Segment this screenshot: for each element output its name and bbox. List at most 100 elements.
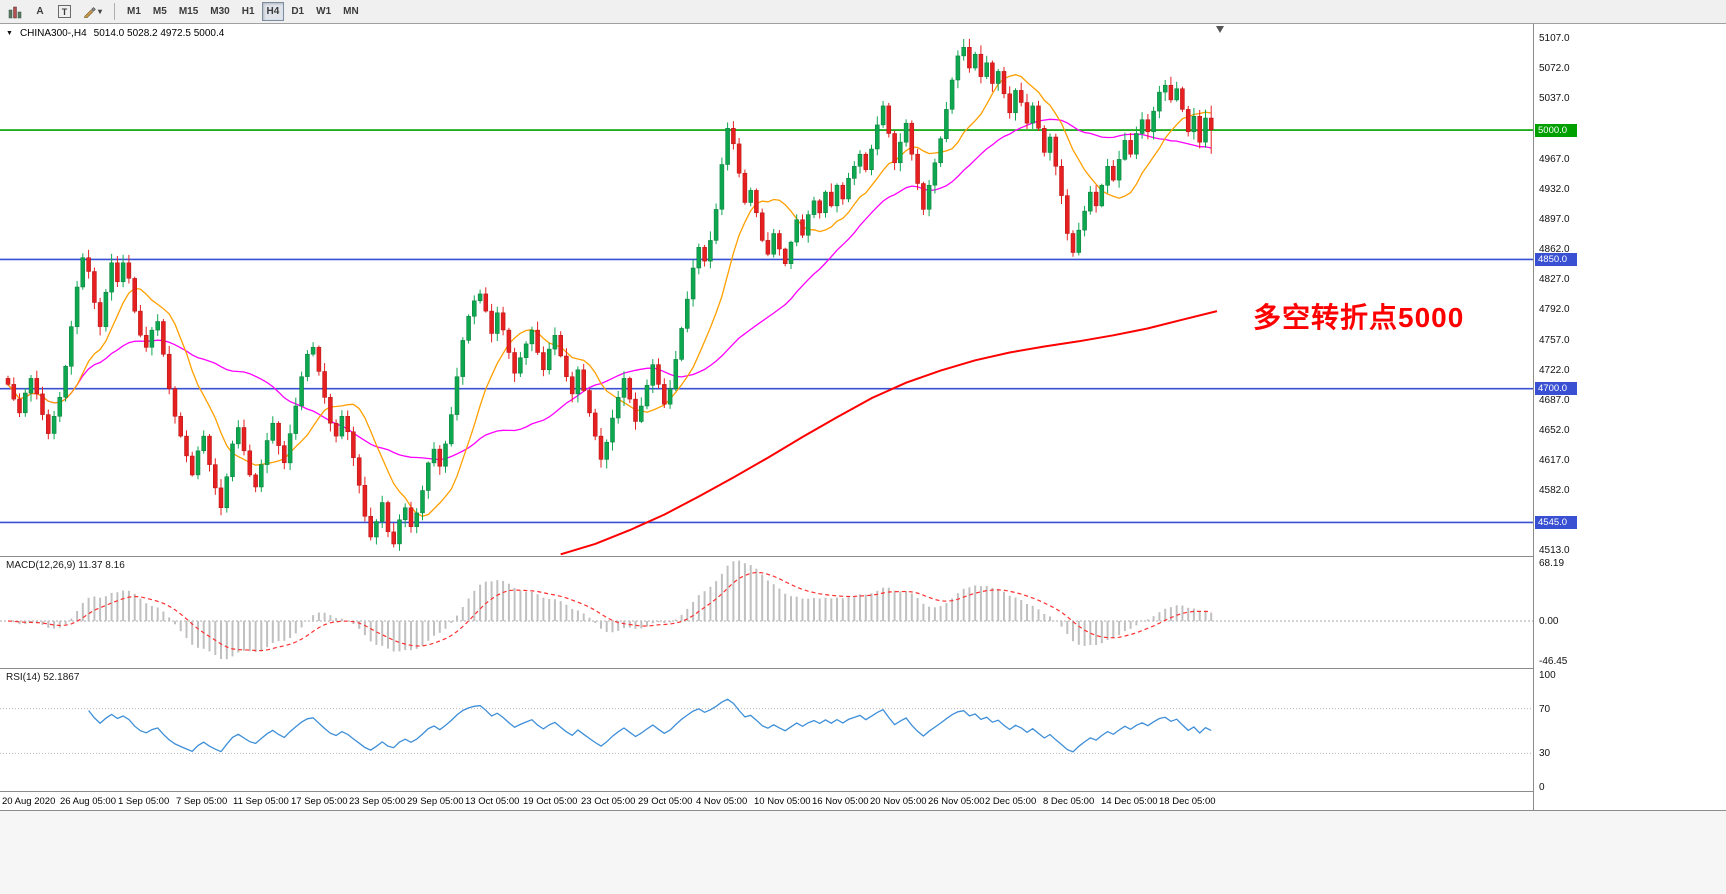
symbol-label: CHINA300-,H4 [19,28,87,39]
time-axis-label: 16 Nov 05:00 [812,796,869,807]
candle [748,190,753,203]
symbol-dropdown-icon[interactable]: ▼ [6,30,13,37]
candle [287,433,293,464]
candle [1007,93,1012,114]
timeframe-m1-button[interactable]: M1 [122,2,146,21]
candle [207,435,212,465]
candle [241,427,247,452]
price-tick-label: 4722.0 [1539,365,1570,376]
candle [857,153,863,167]
candle [379,502,385,522]
price-tick-label: 4932.0 [1539,184,1570,195]
time-axis-label: 23 Oct 05:00 [581,796,636,807]
text-label-button[interactable]: A [29,2,51,21]
timeframe-mn-button[interactable]: MN [338,2,364,21]
candle [817,200,822,214]
candle [34,378,40,395]
rsi-axis-label: 30 [1539,748,1551,759]
time-axis-label: 20 Nov 05:00 [870,796,927,807]
candle [92,271,97,303]
candle [662,384,667,405]
price-tick-label: 4897.0 [1539,214,1570,225]
price-tick-label: 5107.0 [1539,33,1570,44]
price-tick-label: 4757.0 [1539,335,1570,346]
candle [51,416,57,434]
macd-panel-plot[interactable] [0,557,1533,668]
macd-signal-line [7,571,1212,652]
time-axis[interactable]: 20 Aug 2020 26 Aug 05:00 1 Sep 05:00 7 Sep … [0,792,1533,810]
candle [253,474,258,488]
timeframe-m15-button[interactable]: M15 [174,2,203,21]
candle [800,219,805,236]
timeframe-m5-button[interactable]: M5 [148,2,172,21]
candle [742,172,748,203]
rsi-axis-label: 70 [1539,704,1551,715]
candle [794,219,799,243]
candle [115,262,120,283]
candle [138,310,143,336]
chart-shift-marker[interactable] [1216,26,1224,33]
candle [967,47,972,69]
candle [126,262,132,279]
mid-ma-line [7,118,1212,461]
timeframe-h1-button[interactable]: H1 [237,2,260,21]
candle [195,450,201,476]
rsi-panel-plot[interactable] [0,669,1533,791]
candle [339,416,345,437]
price-tick-label: 4617.0 [1539,455,1570,466]
candle [1024,102,1030,124]
time-axis-label: 29 Oct 05:00 [638,796,693,807]
text-box-button[interactable]: T [53,2,76,21]
candle [639,405,644,422]
candle [385,502,391,533]
candle [1162,84,1168,93]
candle [1208,117,1214,130]
candle [189,455,195,476]
candle [1070,233,1076,253]
fast-ma-line [7,74,1212,517]
main-chart-plot[interactable] [0,24,1533,556]
chart-bars-icon [8,6,22,18]
candle [431,448,437,464]
candle [356,457,362,486]
macd-axis-label: -46.45 [1539,656,1568,667]
candle [391,531,396,545]
candle [1134,133,1139,155]
price-tick-label: 4582.0 [1539,485,1570,496]
candle [518,357,523,374]
candle [483,293,489,312]
price-axis[interactable]: 5107.0 5072.0 5037.0 4967.0 4932.0 4897.0 4862… [1533,24,1726,810]
candle [1093,191,1099,207]
candle [915,153,920,184]
candle [546,348,552,371]
candle [1116,159,1122,181]
candle [23,392,28,414]
price-tick-label: 4687.0 [1539,395,1570,406]
candle [362,485,368,517]
candle [397,519,402,545]
draw-tools-button[interactable]: ▾ [78,2,107,21]
chart-bars-button[interactable] [3,2,27,21]
candle [863,153,869,170]
timeframe-d1-button[interactable]: D1 [286,2,309,21]
candle [74,286,80,327]
toolbar-separator [114,3,116,20]
candle [420,490,425,514]
macd-axis-label: 68.19 [1539,558,1565,569]
timeframe-h4-button[interactable]: H4 [261,2,285,21]
candle [1001,71,1007,95]
price-tick-label: 4652.0 [1539,425,1570,436]
candle [777,233,782,250]
candle [846,178,851,200]
candle [236,427,241,445]
candle [1082,210,1087,231]
timeframe-m30-button[interactable]: M30 [205,2,234,21]
candle [1157,91,1162,112]
candle [11,384,17,400]
candle [621,378,627,398]
candle [708,240,713,262]
candle [201,435,206,452]
candle [454,376,460,415]
timeframe-w1-button[interactable]: W1 [311,2,336,21]
time-axis-label: 20 Aug 2020 [2,796,56,807]
